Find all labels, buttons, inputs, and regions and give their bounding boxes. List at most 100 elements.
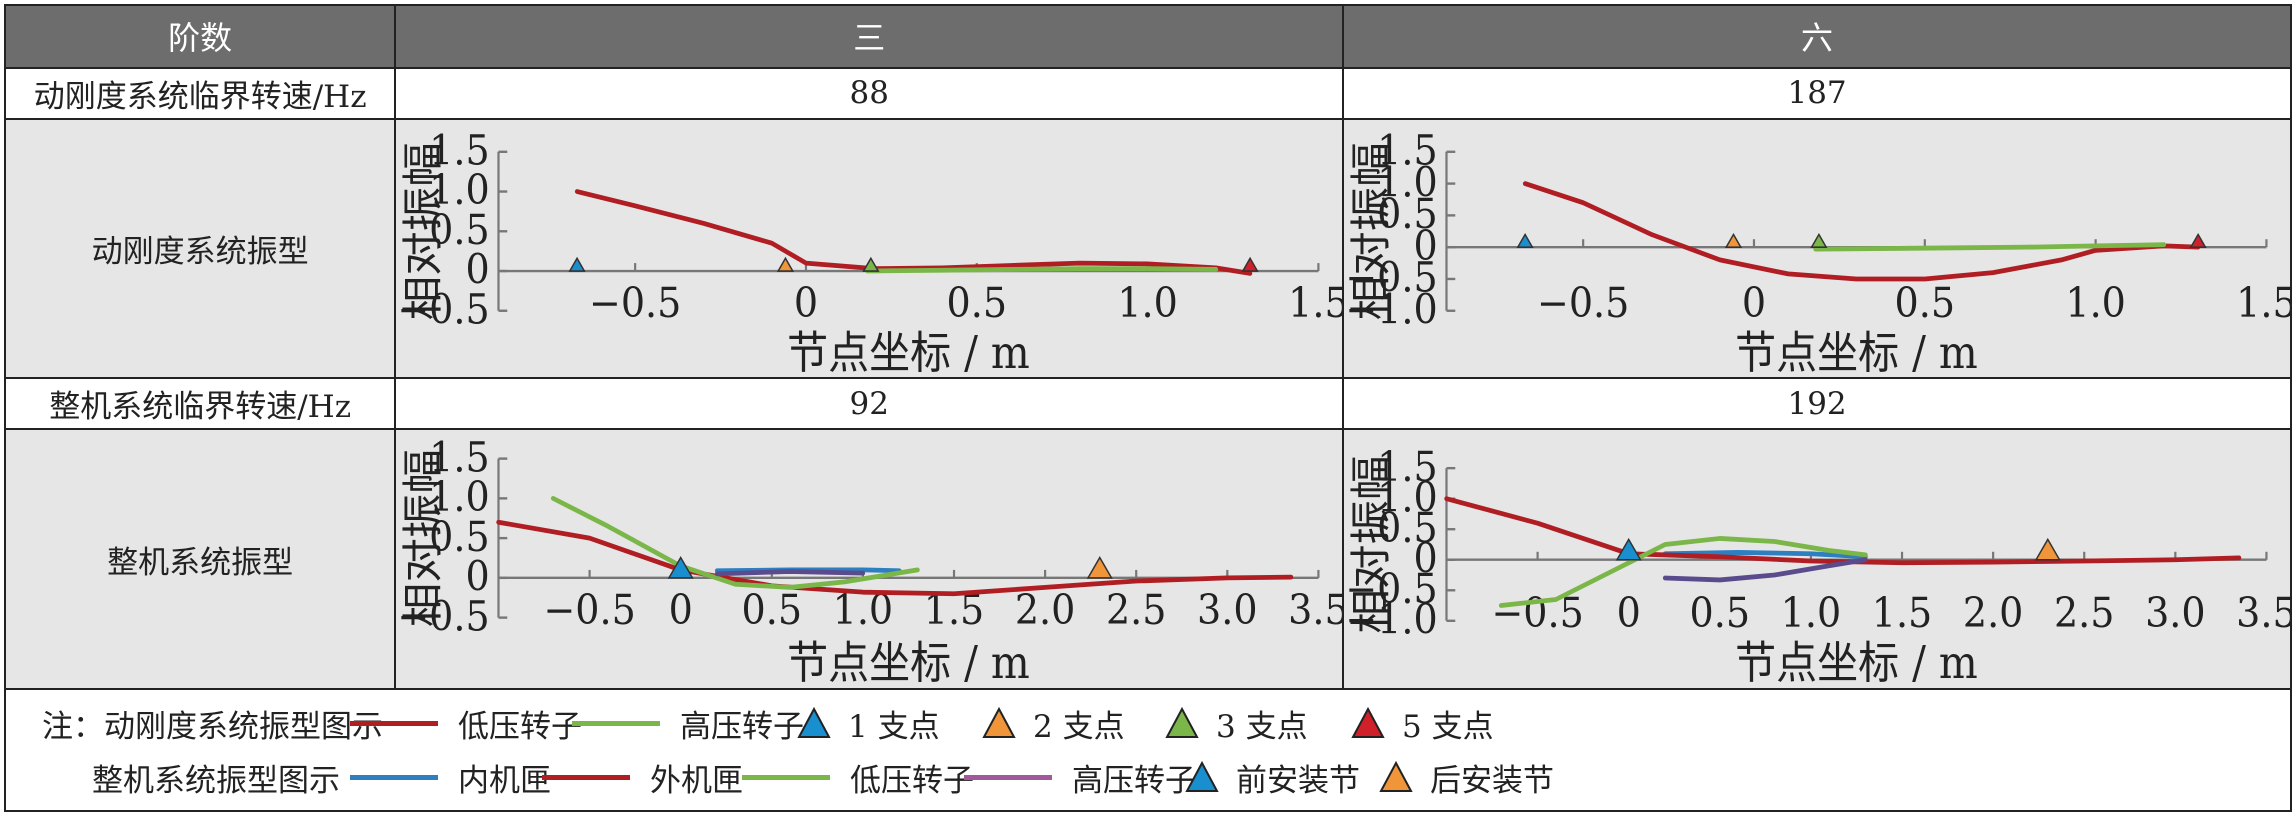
legend-item: 3 支点 [1164, 698, 1308, 748]
y-tick-label: 1.0 [1377, 474, 1438, 522]
series-line [496, 520, 1294, 597]
support-marker [1516, 232, 1534, 248]
y-tick-label: 0.5 [1377, 505, 1438, 553]
legend-label: 低压转子 [458, 708, 582, 745]
x-axis-title: 节点坐标 / m [1735, 638, 1978, 688]
whole-mode-label: 整机系统振型 [3, 428, 397, 690]
legend-triangle-icon [1351, 706, 1385, 738]
legend-label: 3 支点 [1216, 708, 1308, 745]
y-tick-label: −0.5 [398, 593, 490, 641]
support-marker [1615, 538, 1642, 561]
legend-item: 2 支点 [981, 698, 1125, 748]
header-row: 阶数 三 六 [3, 4, 2292, 69]
whole-speed-label: 整机系统临界转速/Hz [3, 377, 397, 431]
y-tick-label: 0.5 [1377, 191, 1438, 239]
y-tick-label: 0 [1414, 222, 1438, 270]
header-order: 阶数 [3, 4, 397, 69]
support-marker [1087, 556, 1114, 580]
x-tick-label: −0.5 [1537, 280, 1629, 328]
dyn6-chart: −1.0−0.500.51.01.5−0.500.51.01.5节点坐标 / m… [1345, 127, 2290, 377]
support-marker [862, 256, 880, 272]
legend-item: 5 支点 [1350, 698, 1494, 748]
legend-title-dynamic: 注：动刚度系统振型图示 [42, 708, 383, 745]
legend-line-swatch [350, 720, 438, 726]
legend-line-swatch [542, 774, 630, 780]
support-marker [1724, 232, 1743, 248]
x-tick-label: 1.0 [2065, 280, 2126, 328]
x-tick-label: 2.5 [1106, 587, 1167, 635]
x-tick-label: 0.5 [742, 587, 803, 635]
dyn-mode-label: 动刚度系统振型 [3, 117, 397, 380]
x-tick-label: 0 [669, 587, 693, 635]
whole6-chart: −1.0−0.500.51.01.5−0.5 0 0.5 1.0 1.5 2.0 2.5 3.… [1345, 444, 2290, 688]
legend-label: 2 支点 [1033, 708, 1125, 745]
x-tick-label: 1.0 [1781, 590, 1842, 638]
x-tick-label: 3.5 [1288, 587, 1342, 635]
legend-item: 前安装节 [1184, 752, 1360, 802]
legend-label: 低压转子 [850, 762, 974, 799]
y-tick-label: 1.5 [1377, 444, 1438, 492]
whole-speed-third: 92 [394, 377, 1345, 431]
legend-label: 外机匣 [650, 762, 743, 799]
support-marker [2034, 538, 2061, 561]
header-third: 三 [394, 4, 1345, 69]
y-tick-label: 1.0 [1377, 159, 1438, 207]
x-tick-label: 1.0 [1118, 280, 1179, 328]
legend-line-swatch [964, 774, 1052, 780]
y-tick-label: −0.5 [1345, 566, 1437, 614]
legend-item: 后安装节 [1378, 752, 1554, 802]
whole6-chart-cell: −1.0 −0.5 0 0.5 1.0 1.5 −0.5 0 0.5 1.0 1.5 2.0 2.5 3.… [1342, 428, 2292, 690]
y-axis-title: 相对振幅 [1348, 456, 1396, 634]
series-line [865, 266, 1219, 274]
x-tick-label: 0 [794, 280, 818, 328]
whole3-chart: −0.500.51.01.5−0.500.51.01.52.02.53.03.5… [398, 434, 1343, 688]
legend-item: 1 支点 [796, 698, 940, 748]
legend-row-whole: 整机系统振型图示 内机匣 外机匣 低压转子 高压转子 前安装节 后安装节 [6, 752, 2290, 802]
results-table: 阶数 三 六 动刚度系统临界转速/Hz 88 187 动刚度系统振型 −0.5 0… [3, 4, 2292, 690]
legend-triangle-icon [1185, 760, 1219, 792]
y-tick-label: −0.5 [398, 286, 490, 334]
dyn-speed-third: 88 [394, 66, 1345, 120]
legend-label: 后安装节 [1430, 762, 1554, 799]
dyn-mode-row: 动刚度系统振型 −0.500.51.01.5−0.500.51.01.5节点坐标… [3, 117, 2292, 380]
x-tick-label: 1.5 [2236, 280, 2290, 328]
legend-triangle-icon [1165, 706, 1199, 738]
x-tick-label: 0 [1742, 280, 1766, 328]
y-tick-label: 1.5 [429, 434, 490, 482]
series-line [1523, 181, 2201, 282]
y-axis-title: 相对振幅 [400, 142, 448, 320]
dyn-speed-label: 动刚度系统临界转速/Hz [3, 66, 397, 120]
legend-title-whole: 整机系统振型图示 [92, 762, 340, 799]
series-line [1663, 550, 1868, 560]
legend-label: 内机匣 [458, 762, 551, 799]
dyn6-chart-cell: −1.0−0.500.51.01.5−0.500.51.01.5节点坐标 / m… [1342, 117, 2292, 380]
legend-item: 低压转子 [350, 698, 582, 748]
x-axis-title: 节点坐标 / m [1735, 327, 1978, 377]
series-line [1813, 242, 2167, 252]
legend-label: 5 支点 [1402, 708, 1494, 745]
y-axis-title: 相对振幅 [1348, 142, 1396, 320]
whole-mode-row: 整机系统振型 −0.5 0 0.5 1.0 1.5 −0.5 0 0.5 1.0 1.5 2.0 2.… [3, 428, 2292, 690]
legend-line-swatch [572, 720, 660, 726]
legend-label: 1 支点 [848, 708, 940, 745]
y-tick-label: −0.5 [1345, 254, 1437, 302]
legend-triangle-icon [797, 706, 831, 738]
header-sixth: 六 [1342, 4, 2292, 69]
legend-item: 高压转子 [964, 752, 1196, 802]
x-tick-label: 0.5 [1895, 280, 1956, 328]
legend-item: 内机匣 [350, 752, 551, 802]
legend-row-dynamic: 注：动刚度系统振型图示 低压转子 高压转子 1 支点 2 支点 3 支点 5 支点 [6, 698, 2290, 748]
support-marker [2189, 232, 2207, 248]
support-marker [667, 556, 695, 580]
legend-item: 高压转子 [572, 698, 804, 748]
y-tick-label: 1.0 [429, 167, 490, 215]
legend-line-swatch [350, 774, 438, 780]
x-tick-label: 3.0 [1197, 587, 1258, 635]
legend-item: 外机匣 [542, 752, 743, 802]
support-marker [568, 256, 586, 272]
series-line [1663, 557, 1868, 583]
x-tick-label: 0.5 [947, 280, 1008, 328]
x-tick-label: 0.5 [1690, 590, 1751, 638]
